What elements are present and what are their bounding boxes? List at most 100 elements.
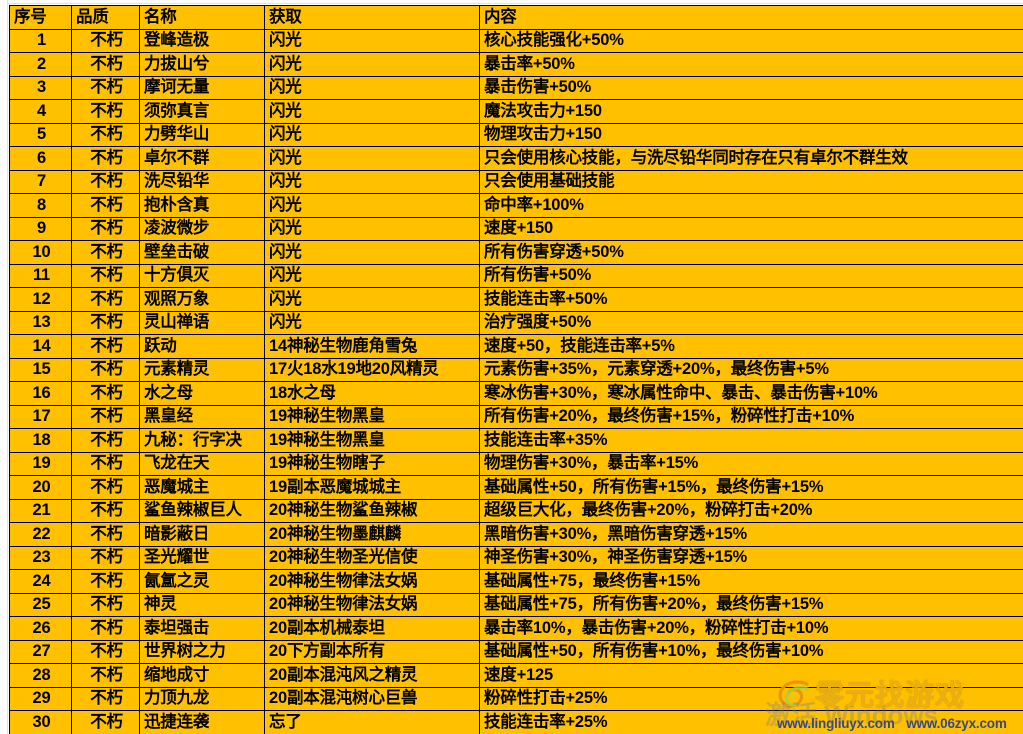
cell-name[interactable]: 飞龙在天 <box>139 451 265 476</box>
cell-idx[interactable]: 3 <box>9 75 72 100</box>
cell-idx[interactable]: 15 <box>9 357 72 382</box>
cell-idx[interactable]: 7 <box>9 169 72 194</box>
cell-eff[interactable]: 所有伤害+20%，最终伤害+15%，粉碎性打击+10% <box>479 404 1023 429</box>
cell-idx[interactable]: 6 <box>9 146 72 171</box>
table-row[interactable]: 14 不朽 跃动 14神秘生物鹿角雪兔 速度+50，技能连击率+5% <box>9 334 1023 359</box>
cell-src[interactable]: 闪光 <box>264 52 480 77</box>
cell-src[interactable]: 19副本恶魔城城主 <box>264 475 480 500</box>
cell-eff[interactable]: 暴击伤害+50% <box>479 75 1023 100</box>
cell-name[interactable]: 水之母 <box>139 381 265 406</box>
cell-name[interactable]: 暗影蔽日 <box>139 522 265 547</box>
cell-idx[interactable]: 5 <box>9 122 72 147</box>
cell-src[interactable]: 闪光 <box>264 240 480 265</box>
cell-eff[interactable]: 命中率+100% <box>479 193 1023 218</box>
table-row[interactable]: 8 不朽 抱朴含真 闪光 命中率+100% <box>9 193 1023 218</box>
table-row[interactable]: 30 不朽 迅捷连袭 忘了 技能连击率+25% <box>9 710 1023 734</box>
cell-qual[interactable]: 不朽 <box>71 710 140 734</box>
cell-src[interactable]: 闪光 <box>264 216 480 241</box>
cell-name[interactable]: 灵山禅语 <box>139 310 265 335</box>
cell-qual[interactable]: 不朽 <box>71 334 140 359</box>
cell-src[interactable]: 14神秘生物鹿角雪兔 <box>264 334 480 359</box>
cell-eff[interactable]: 物理攻击力+150 <box>479 122 1023 147</box>
column-header-quality[interactable]: 品质 <box>71 5 140 30</box>
cell-qual[interactable]: 不朽 <box>71 616 140 641</box>
cell-idx[interactable]: 29 <box>9 686 72 711</box>
cell-name[interactable]: 迅捷连袭 <box>139 710 265 734</box>
cell-idx[interactable]: 28 <box>9 663 72 688</box>
cell-name[interactable]: 抱朴含真 <box>139 193 265 218</box>
cell-src[interactable]: 闪光 <box>264 99 480 124</box>
cell-eff[interactable]: 技能连击率+25% <box>479 710 1023 734</box>
cell-src[interactable]: 20副本混沌树心巨兽 <box>264 686 480 711</box>
cell-idx[interactable]: 25 <box>9 592 72 617</box>
cell-eff[interactable]: 暴击率10%，暴击伤害+20%，粉碎性打击+10% <box>479 616 1023 641</box>
table-row[interactable]: 3 不朽 摩诃无量 闪光 暴击伤害+50% <box>9 75 1023 100</box>
immortal-affix-table[interactable]: 序号 品质 名称 获取 内容 1 不朽 登峰造极 闪光 核心技能强化+50% 2 不朽 力拔山… <box>9 5 1023 734</box>
table-row[interactable]: 9 不朽 凌波微步 闪光 速度+150 <box>9 216 1023 241</box>
cell-name[interactable]: 圣光耀世 <box>139 545 265 570</box>
cell-idx[interactable]: 27 <box>9 639 72 664</box>
cell-qual[interactable]: 不朽 <box>71 122 140 147</box>
cell-name[interactable]: 九秘：行字决 <box>139 428 265 453</box>
cell-src[interactable]: 闪光 <box>264 122 480 147</box>
cell-src[interactable]: 20下方副本所有 <box>264 639 480 664</box>
cell-name[interactable]: 鲨鱼辣椒巨人 <box>139 498 265 523</box>
cell-idx[interactable]: 30 <box>9 710 72 734</box>
cell-name[interactable]: 十方俱灭 <box>139 263 265 288</box>
cell-idx[interactable]: 21 <box>9 498 72 523</box>
table-row[interactable]: 27 不朽 世界树之力 20下方副本所有 基础属性+50，所有伤害+10%，最终伤害+1… <box>9 639 1023 664</box>
cell-eff[interactable]: 黑暗伤害+30%，黑暗伤害穿透+15% <box>479 522 1023 547</box>
cell-src[interactable]: 20神秘生物律法女娲 <box>264 569 480 594</box>
cell-idx[interactable]: 2 <box>9 52 72 77</box>
table-row[interactable]: 20 不朽 恶魔城主 19副本恶魔城城主 基础属性+50，所有伤害+15%，最终伤害+1… <box>9 475 1023 500</box>
cell-eff[interactable]: 所有伤害穿透+50% <box>479 240 1023 265</box>
cell-src[interactable]: 闪光 <box>264 310 480 335</box>
cell-eff[interactable]: 技能连击率+35% <box>479 428 1023 453</box>
cell-eff[interactable]: 技能连击率+50% <box>479 287 1023 312</box>
cell-qual[interactable]: 不朽 <box>71 381 140 406</box>
cell-qual[interactable]: 不朽 <box>71 404 140 429</box>
cell-idx[interactable]: 22 <box>9 522 72 547</box>
cell-name[interactable]: 力拔山兮 <box>139 52 265 77</box>
cell-src[interactable]: 20副本机械泰坦 <box>264 616 480 641</box>
cell-qual[interactable]: 不朽 <box>71 475 140 500</box>
cell-idx[interactable]: 9 <box>9 216 72 241</box>
cell-src[interactable]: 20神秘生物墨麒麟 <box>264 522 480 547</box>
cell-idx[interactable]: 26 <box>9 616 72 641</box>
cell-idx[interactable]: 23 <box>9 545 72 570</box>
cell-src[interactable]: 闪光 <box>264 75 480 100</box>
cell-idx[interactable]: 16 <box>9 381 72 406</box>
cell-idx[interactable]: 18 <box>9 428 72 453</box>
cell-qual[interactable]: 不朽 <box>71 569 140 594</box>
cell-eff[interactable]: 速度+50，技能连击率+5% <box>479 334 1023 359</box>
column-header-effect[interactable]: 内容 <box>479 5 1023 30</box>
cell-src[interactable]: 闪光 <box>264 287 480 312</box>
cell-eff[interactable]: 寒冰伤害+30%，寒冰属性命中、暴击、暴击伤害+10% <box>479 381 1023 406</box>
cell-qual[interactable]: 不朽 <box>71 287 140 312</box>
table-row[interactable]: 19 不朽 飞龙在天 19神秘生物瞎子 物理伤害+30%，暴击率+15% <box>9 451 1023 476</box>
table-row[interactable]: 5 不朽 力劈华山 闪光 物理攻击力+150 <box>9 122 1023 147</box>
cell-qual[interactable]: 不朽 <box>71 28 140 53</box>
table-row[interactable]: 4 不朽 须弥真言 闪光 魔法攻击力+150 <box>9 99 1023 124</box>
cell-name[interactable]: 须弥真言 <box>139 99 265 124</box>
column-header-source[interactable]: 获取 <box>264 5 480 30</box>
cell-eff[interactable]: 基础属性+75，所有伤害+20%，最终伤害+15% <box>479 592 1023 617</box>
cell-qual[interactable]: 不朽 <box>71 240 140 265</box>
cell-src[interactable]: 20神秘生物鲨鱼辣椒 <box>264 498 480 523</box>
cell-eff[interactable]: 基础属性+75，最终伤害+15% <box>479 569 1023 594</box>
table-row[interactable]: 28 不朽 缩地成寸 20副本混沌风之精灵 速度+125 <box>9 663 1023 688</box>
cell-name[interactable]: 凌波微步 <box>139 216 265 241</box>
cell-name[interactable]: 缩地成寸 <box>139 663 265 688</box>
column-header-name[interactable]: 名称 <box>139 5 265 30</box>
cell-qual[interactable]: 不朽 <box>71 357 140 382</box>
cell-src[interactable]: 闪光 <box>264 193 480 218</box>
cell-name[interactable]: 卓尔不群 <box>139 146 265 171</box>
cell-idx[interactable]: 20 <box>9 475 72 500</box>
cell-qual[interactable]: 不朽 <box>71 428 140 453</box>
cell-eff[interactable]: 基础属性+50，所有伤害+15%，最终伤害+15% <box>479 475 1023 500</box>
table-row[interactable]: 23 不朽 圣光耀世 20神秘生物圣光信使 神圣伤害+30%，神圣伤害穿透+15% <box>9 545 1023 570</box>
cell-idx[interactable]: 10 <box>9 240 72 265</box>
cell-src[interactable]: 19神秘生物瞎子 <box>264 451 480 476</box>
cell-qual[interactable]: 不朽 <box>71 169 140 194</box>
cell-src[interactable]: 18水之母 <box>264 381 480 406</box>
